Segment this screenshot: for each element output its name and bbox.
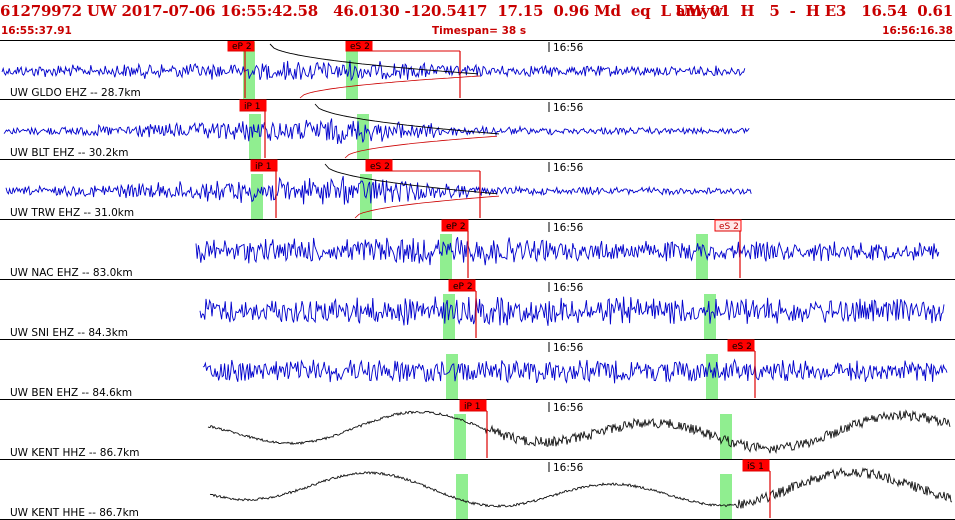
waveform-trace: [195, 237, 940, 266]
coda-envelope: [269, 43, 479, 75]
pick-label: eP 2: [453, 282, 473, 292]
pick-window-band: [357, 114, 369, 160]
time-tick-label: 16:56: [553, 42, 584, 54]
solution-summary: UW 01 H 5 - H E3 16.54 0.61: [675, 2, 953, 20]
pick-label: eS 2: [350, 42, 370, 52]
time-bar: 16:55:37.91 Timespan= 38 s 16:56:16.38: [0, 25, 955, 39]
end-time: 16:56:16.38: [882, 25, 953, 37]
pick-window-band: [720, 474, 732, 520]
pick-label: iP 1: [464, 402, 481, 412]
pick-window-band: [720, 414, 732, 460]
pick-label: eS 2: [732, 342, 752, 352]
waveform-trace: [3, 118, 750, 145]
start-time: 16:55:37.91: [1, 25, 72, 37]
time-tick-label: 16:56: [553, 162, 584, 174]
waveform-trace: [209, 467, 953, 509]
station-label: UW NAC EHZ -- 83.0km: [10, 267, 133, 279]
pick-window-band: [243, 42, 255, 100]
time-tick-label: 16:56: [553, 282, 584, 294]
coda-envelope: [344, 135, 498, 159]
station-label: UW GLDO EHZ -- 28.7km: [10, 87, 141, 99]
pick-label: eS 2: [370, 162, 390, 172]
coda-envelope: [299, 75, 481, 99]
pick-label: iP 1: [255, 162, 272, 172]
pick-window-band: [454, 414, 466, 460]
time-tick-label: 16:56: [553, 402, 584, 414]
time-tick-label: 16:56: [553, 222, 584, 234]
station-label: UW BLT EHZ -- 30.2km: [10, 147, 128, 159]
pick-window-band: [446, 354, 458, 400]
pick-label: eP 2: [446, 222, 466, 232]
station-label: UW BEN EHZ -- 84.6km: [10, 387, 132, 399]
time-tick-label: 16:56: [553, 102, 584, 114]
waveform-trace: [207, 409, 951, 455]
time-tick-label: 16:56: [553, 342, 584, 354]
station-label: UW SNI EHZ -- 84.3km: [10, 327, 128, 339]
trace-panel[interactable]: eS 2 16:56 UW BEN EHZ -- 84.6km: [0, 339, 955, 400]
station-label: UW KENT HHZ -- 86.7km: [10, 447, 139, 459]
trace-panel[interactable]: iP 1 16:56 UW KENT HHZ -- 86.7km: [0, 399, 955, 460]
trace-panel[interactable]: iP 1 eS 2 16:56 UW TRW EHZ -- 31.0km: [0, 159, 955, 220]
trace-panel[interactable]: eP 2 eS 2 16:56 UW NAC EHZ -- 83.0km: [0, 219, 955, 280]
pick-window-band: [440, 234, 452, 280]
trace-panel[interactable]: iS 1 16:56 UW KENT HHE -- 86.7km: [0, 459, 955, 520]
pick-window-band: [706, 354, 718, 400]
pick-label: iP 1: [244, 102, 261, 112]
station-label: UW TRW EHZ -- 31.0km: [10, 207, 134, 219]
trace-panel[interactable]: eP 2 16:56 UW SNI EHZ -- 84.3km: [0, 279, 955, 340]
waveform-trace: [1, 60, 746, 82]
pick-label: eP 2: [232, 42, 252, 52]
coda-envelope: [314, 103, 500, 135]
station-label: UW KENT HHE -- 86.7km: [10, 507, 139, 519]
pick-window-band: [251, 174, 263, 220]
coda-envelope: [324, 163, 498, 195]
waveform-trace: [5, 175, 752, 205]
time-tick-label: 16:56: [553, 462, 584, 474]
pick-window-band: [456, 474, 468, 520]
pick-label: eS 2: [719, 222, 739, 232]
waveform-trace: [199, 296, 945, 326]
pick-label: iS 1: [747, 462, 764, 472]
event-summary: 61279972 UW 2017-07-06 16:55:42.58 46.01…: [0, 2, 723, 20]
pick-window-band: [249, 114, 261, 160]
trace-panel[interactable]: iP 1 16:56 UW BLT EHZ -- 30.2km: [0, 99, 955, 160]
event-header: 61279972 UW 2017-07-06 16:55:42.58 46.01…: [0, 0, 955, 24]
coda-envelope: [354, 195, 500, 219]
timespan-label: Timespan= 38 s: [432, 25, 527, 37]
trace-panels[interactable]: eP 2 eS 2 16:56 UW GLDO EHZ -- 28.7km iP 1 16…: [0, 40, 955, 520]
trace-panel[interactable]: eP 2 eS 2 16:56 UW GLDO EHZ -- 28.7km: [0, 40, 955, 100]
waveform-trace: [202, 358, 948, 384]
pick-window-band: [696, 234, 708, 280]
